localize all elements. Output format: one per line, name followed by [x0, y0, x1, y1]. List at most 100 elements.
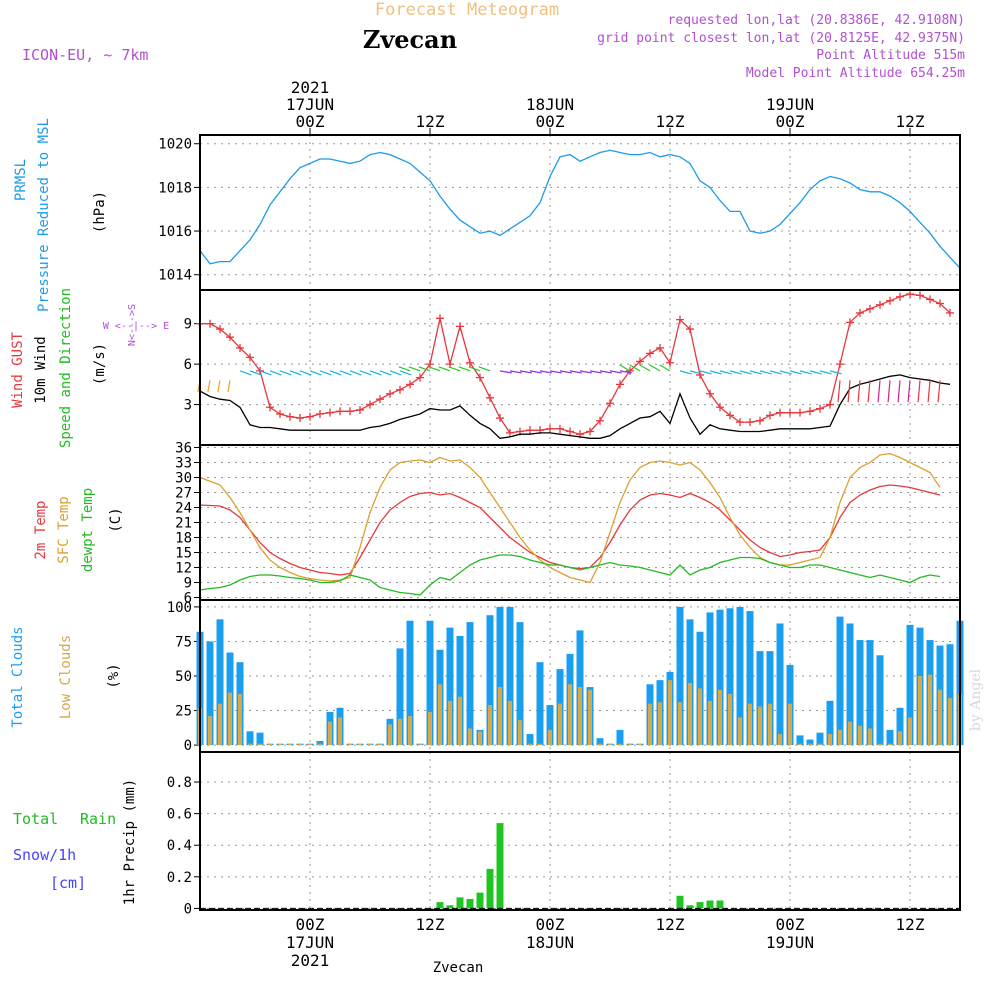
total-cloud-bar [716, 609, 724, 746]
bottom-date-label: 18JUN [526, 933, 574, 952]
gust-marker [416, 373, 424, 382]
total-cloud-bar [506, 606, 514, 746]
low-cloud-bar [298, 743, 302, 746]
y-tick-label: 21 [175, 516, 192, 532]
low-cloud-bar [638, 743, 642, 746]
total-cloud-bar [396, 648, 404, 746]
low-cloud-bar [908, 717, 912, 746]
panel-frame [199, 134, 961, 291]
total-cloud-bar [776, 623, 784, 746]
wind-direction-arrow [927, 380, 931, 403]
wind-direction-arrow [679, 370, 692, 375]
wind-direction-arrow [379, 370, 392, 376]
bottom-date-label: 19JUN [766, 933, 814, 952]
y-tick-label: 12 [175, 561, 192, 577]
y-tick-label: 9 [184, 317, 192, 333]
wind-direction-arrow [349, 370, 362, 376]
wind-direction-arrow [398, 366, 411, 372]
gust-marker [696, 370, 704, 379]
wind-direction-arrow [917, 380, 921, 403]
total-cloud-bar [466, 622, 474, 746]
low-cloud-bar [708, 700, 712, 746]
y-tick-label: 18 [175, 531, 192, 547]
total-cloud-bar [836, 616, 844, 746]
gust-marker [236, 343, 244, 352]
y-tick-label: 25 [175, 704, 192, 720]
rain-bar [436, 902, 444, 909]
low-cloud-bar [578, 687, 582, 746]
y-tick-label: 0 [184, 738, 192, 754]
low-cloud-bar [538, 743, 542, 746]
wind-direction-arrow [847, 380, 851, 403]
wind-direction-arrow [837, 380, 841, 403]
bottom-time-label: 12Z [416, 915, 445, 934]
low-cloud-bar [228, 692, 232, 746]
low-cloud-bar [748, 703, 752, 746]
wind-direction-arrow [659, 364, 671, 372]
low-cloud-bar [828, 734, 832, 746]
low-cloud-bar [398, 718, 402, 746]
low-cloud-bar [658, 702, 662, 746]
wind-direction-arrow [478, 366, 491, 372]
gust-marker [486, 393, 494, 402]
low-cloud-bar [288, 743, 292, 746]
gust-marker [316, 410, 324, 418]
total-cloud-bar [736, 606, 744, 746]
wind-direction-arrow [809, 370, 822, 375]
wind-direction-arrow [369, 370, 382, 376]
low-cloud-bar [388, 724, 392, 746]
location-title: Zvecan [363, 25, 457, 54]
low-cloud-bar [548, 729, 552, 746]
gust-marker [226, 333, 234, 342]
bottom-year-label: 2021 [291, 951, 330, 970]
low-cloud-bar [778, 734, 782, 746]
rain-bar [706, 900, 714, 909]
low-cloud-bar [518, 720, 522, 746]
gust-label: Wind GUST [10, 332, 26, 408]
point-altitude: Point Altitude 515m [816, 48, 965, 63]
total-cloud-bar [446, 627, 454, 746]
wind-direction-arrow [709, 370, 722, 375]
gust-marker [336, 407, 344, 416]
bottom-date-label: 17JUN [286, 933, 334, 952]
wind-direction-arrow [819, 370, 832, 375]
gust-marker [596, 416, 604, 425]
low-cloud-bar [628, 743, 632, 746]
total-cloud-bar [526, 734, 534, 746]
top-time-label: 12Z [656, 112, 685, 131]
t2m-label: 2m Temp [33, 500, 49, 559]
wind-direction-arrow [779, 370, 792, 375]
gust-marker [716, 403, 724, 412]
wind-direction-arrow [529, 370, 542, 374]
top-time-label: 12Z [896, 112, 925, 131]
watermark: by Angel [968, 668, 984, 731]
low-cloud-bar [868, 728, 872, 746]
gust-marker [496, 414, 504, 423]
low-cloud-bar [838, 729, 842, 746]
compass-ns: N<--->S [127, 304, 138, 346]
wind-direction-arrow [249, 370, 262, 376]
rain-bar [456, 897, 464, 909]
low-cloud-bar [648, 703, 652, 746]
low-cloud-bar [348, 743, 352, 746]
gust-marker [806, 407, 814, 416]
total-cloud-bar [426, 620, 434, 746]
gust-marker [636, 357, 644, 366]
low-cloud-bar [668, 680, 672, 746]
model-label: ICON-EU, ~ 7km [22, 46, 148, 64]
total-cloud-bar [256, 732, 264, 746]
wind-direction-arrow [739, 370, 752, 375]
top-time-label: 00Z [296, 112, 325, 131]
gust-marker [246, 353, 254, 362]
total-cloud-bar [546, 705, 554, 746]
series-line-10m-wind [199, 374, 951, 439]
wind-direction-arrow [329, 370, 342, 376]
wind-direction-arrow [499, 370, 512, 374]
low-cloud-bar [918, 676, 922, 746]
wind-direction-arrow [619, 370, 632, 374]
low-cloud-bar [258, 743, 262, 746]
low-cloud-bar [798, 743, 802, 746]
rain-bar [446, 905, 454, 909]
bottom-time-label: 12Z [896, 915, 925, 934]
